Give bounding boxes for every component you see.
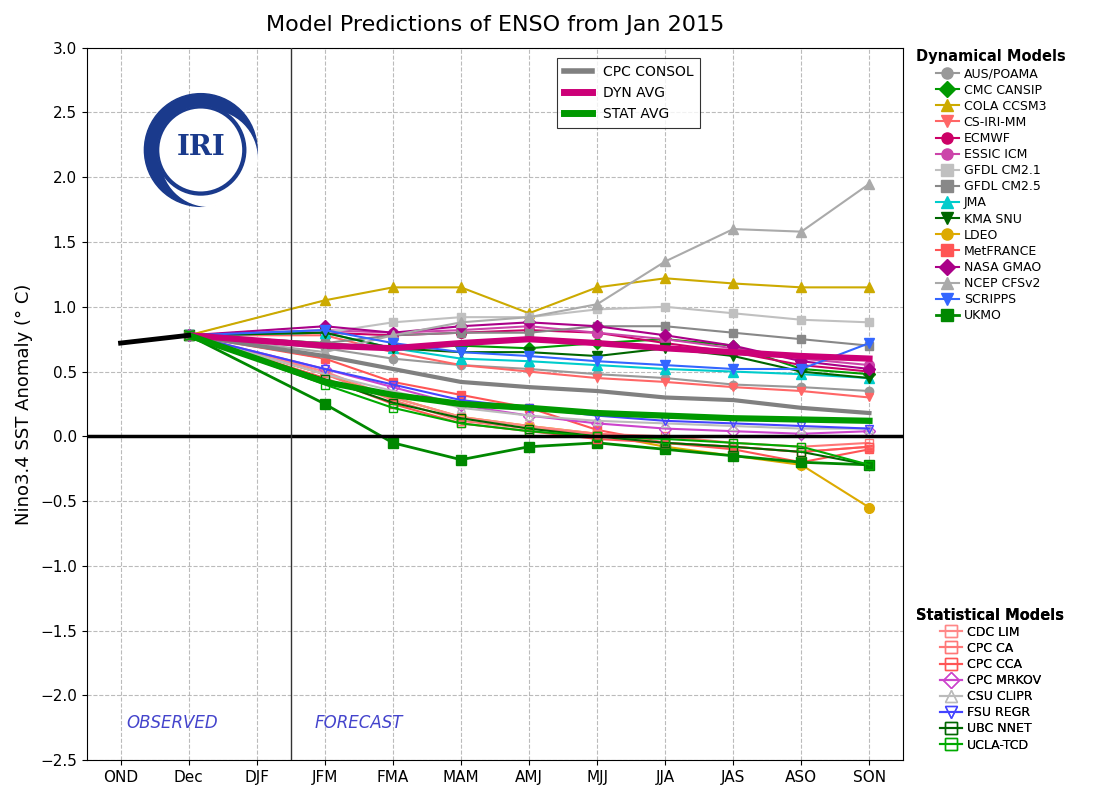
Circle shape	[158, 107, 243, 193]
Legend: CDC LIM, CPC CA, CPC CCA, CPC MRKOV, CSU CLIPR, FSU REGR, UBC NNET, UCLA-TCD: CDC LIM, CPC CA, CPC CCA, CPC MRKOV, CSU…	[914, 605, 1067, 754]
Y-axis label: Nino3.4 SST Anomaly (° C): Nino3.4 SST Anomaly (° C)	[15, 283, 33, 525]
Title: Model Predictions of ENSO from Jan 2015: Model Predictions of ENSO from Jan 2015	[266, 15, 724, 35]
Text: IRI: IRI	[176, 134, 226, 161]
Circle shape	[162, 110, 257, 206]
Circle shape	[144, 94, 257, 206]
Text: OBSERVED: OBSERVED	[125, 714, 218, 732]
Text: FORECAST: FORECAST	[315, 714, 403, 732]
Circle shape	[157, 106, 244, 194]
